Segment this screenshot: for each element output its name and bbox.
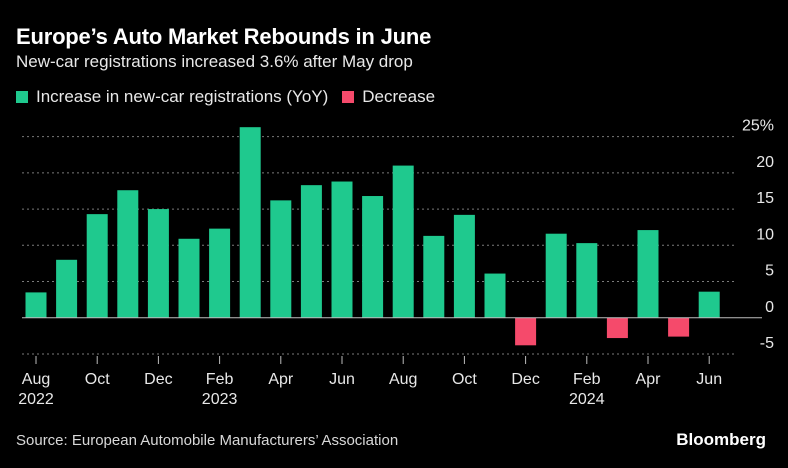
- x-tick-label: Jun: [696, 371, 722, 388]
- bar-increase: [56, 259, 78, 318]
- bloomberg-logo: Bloomberg: [676, 430, 766, 449]
- bar-increase: [576, 243, 598, 318]
- legend-item-increase: Increase in new-car registrations (YoY): [16, 87, 328, 107]
- bar-increase: [423, 235, 445, 318]
- bar-increase: [147, 209, 169, 318]
- increase-swatch-icon: [16, 91, 28, 103]
- x-tick-label: Dec: [511, 371, 539, 388]
- y-tick-label: 25%: [742, 118, 774, 135]
- y-tick-label: 10: [756, 226, 774, 243]
- source-note: Source: European Automobile Manufacturer…: [16, 432, 399, 449]
- bar-increase: [392, 165, 414, 318]
- x-tick-year-label: 2022: [18, 391, 54, 408]
- bar-increase: [331, 181, 353, 318]
- x-tick-label: Dec: [144, 371, 172, 388]
- x-tick-label: Feb: [573, 371, 601, 388]
- bar-increase: [86, 214, 108, 318]
- legend-label-increase: Increase in new-car registrations (YoY): [36, 87, 329, 106]
- x-tick-year-label: 2023: [202, 391, 238, 408]
- chart-title: Europe’s Auto Market Rebounds in June: [16, 24, 432, 49]
- decrease-swatch-icon: [342, 91, 355, 103]
- chart-subtitle: New-car registrations increased 3.6% aft…: [16, 52, 413, 71]
- x-tick-label: Aug: [389, 371, 417, 388]
- x-tick-label: Aug: [22, 371, 50, 388]
- x-tick-label: Apr: [268, 371, 294, 388]
- bar-increase: [25, 292, 47, 318]
- bar-decrease: [606, 317, 628, 339]
- x-tick-label: Feb: [206, 371, 234, 388]
- y-tick-label: -5: [760, 335, 774, 352]
- bar-increase: [270, 200, 292, 318]
- x-tick-label: Oct: [452, 371, 477, 388]
- bar-increase: [453, 214, 475, 318]
- chart-legend: Increase in new-car registrations (YoY) …: [16, 87, 449, 107]
- x-tick-year-label: 2024: [569, 391, 605, 408]
- y-tick-label: 15: [756, 190, 774, 207]
- bar-decrease: [515, 317, 537, 346]
- bar-increase: [300, 185, 322, 318]
- bar-decrease: [668, 317, 690, 337]
- bar-increase: [117, 190, 139, 318]
- y-tick-label: 20: [756, 154, 774, 171]
- x-tick-label: Apr: [636, 371, 662, 388]
- bar-increase: [239, 127, 261, 318]
- bar-increase: [362, 196, 384, 318]
- bar-increase: [637, 230, 659, 318]
- y-tick-label: 5: [765, 263, 774, 280]
- bar-increase: [209, 228, 231, 318]
- legend-item-decrease: Decrease: [342, 87, 435, 107]
- x-tick-label: Oct: [85, 371, 110, 388]
- bar-increase: [698, 291, 720, 318]
- bar-increase: [484, 273, 506, 318]
- x-tick-label: Jun: [329, 371, 355, 388]
- bar-increase: [178, 238, 200, 318]
- legend-label-decrease: Decrease: [362, 87, 436, 106]
- bar-increase: [545, 233, 567, 318]
- y-tick-label: 0: [765, 299, 774, 316]
